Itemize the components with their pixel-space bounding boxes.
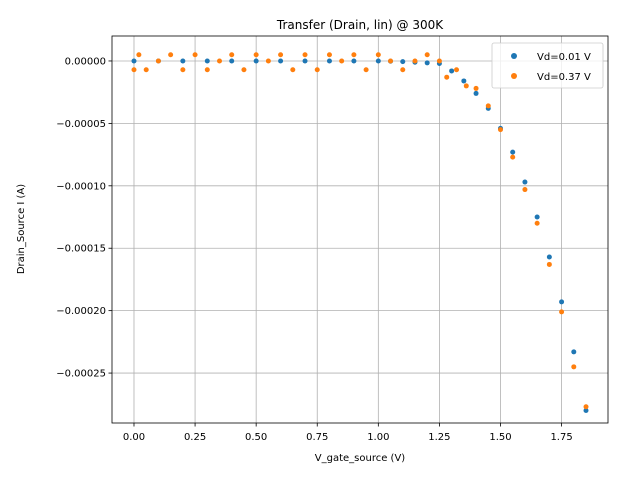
data-point xyxy=(510,154,516,160)
data-point xyxy=(326,58,332,64)
data-point xyxy=(363,67,369,73)
data-point xyxy=(412,58,418,64)
data-point xyxy=(522,179,528,185)
data-point xyxy=(534,214,540,220)
y-tick-label: −0.00005 xyxy=(56,119,106,130)
data-point xyxy=(180,67,186,73)
data-point xyxy=(375,52,381,58)
data-point xyxy=(204,58,210,64)
x-tick-label: 0.25 xyxy=(184,432,206,443)
data-point xyxy=(454,67,460,73)
data-point xyxy=(546,254,552,260)
data-point xyxy=(143,67,149,73)
data-point xyxy=(278,52,284,58)
data-point xyxy=(253,58,259,64)
y-axis-label: Drain_Source I (A) xyxy=(16,184,27,274)
legend-marker-vd-0-37 xyxy=(511,73,517,79)
data-point xyxy=(449,68,455,74)
data-point xyxy=(180,58,186,64)
data-point xyxy=(302,58,308,64)
data-point xyxy=(424,60,430,66)
data-point xyxy=(473,90,479,96)
data-point xyxy=(571,364,577,370)
legend-label-vd-0-37: Vd=0.37 V xyxy=(537,72,591,83)
data-point xyxy=(497,127,503,133)
data-point xyxy=(388,58,394,64)
legend-box xyxy=(491,42,604,89)
y-tick-label: −0.00020 xyxy=(56,306,106,317)
y-tick-label: 0.00000 xyxy=(65,56,106,67)
data-point xyxy=(241,67,247,73)
data-point xyxy=(229,58,235,64)
data-point xyxy=(583,408,589,414)
data-point xyxy=(136,52,142,58)
data-point xyxy=(583,404,589,410)
y-tick-label: −0.00015 xyxy=(56,244,106,255)
data-point xyxy=(522,187,528,193)
data-point xyxy=(278,58,284,64)
data-point xyxy=(339,58,345,64)
data-point xyxy=(204,67,210,73)
data-point xyxy=(485,103,491,109)
x-tick-label: 1.00 xyxy=(367,432,389,443)
data-point xyxy=(461,78,467,84)
data-point xyxy=(326,52,332,58)
grid xyxy=(112,36,608,423)
y-tick-label: −0.00010 xyxy=(56,181,106,192)
data-point xyxy=(546,261,552,267)
data-point xyxy=(302,52,308,58)
data-point xyxy=(463,83,469,89)
data-point xyxy=(571,349,577,355)
data-point xyxy=(400,59,406,65)
data-point xyxy=(559,299,565,305)
data-point xyxy=(351,52,357,58)
data-point xyxy=(375,58,381,64)
data-point xyxy=(265,58,271,64)
y-tick-label: −0.00025 xyxy=(56,369,106,380)
x-tick-label: 0.75 xyxy=(306,432,328,443)
legend: Vd=0.01 V Vd=0.37 V xyxy=(491,42,604,89)
data-point xyxy=(155,58,161,64)
x-tick-label: 0.50 xyxy=(245,432,267,443)
data-point xyxy=(534,220,540,226)
data-point xyxy=(290,67,296,73)
data-point xyxy=(131,58,137,64)
series-vd-0-37 xyxy=(131,52,589,410)
x-tick-label: 1.50 xyxy=(489,432,511,443)
axis-ticks: 0.00 0.25 0.50 0.75 1.00 1.25 1.50 1.75 0.00000 −… xyxy=(56,56,572,443)
data-point xyxy=(192,52,198,58)
data-series xyxy=(131,52,589,414)
data-point xyxy=(131,67,137,73)
data-point xyxy=(473,85,479,91)
legend-label-vd-0-01: Vd=0.01 V xyxy=(537,52,591,63)
series-vd-0-01 xyxy=(131,58,589,414)
x-axis-label: V_gate_source (V) xyxy=(315,453,406,464)
data-point xyxy=(400,67,406,73)
data-point xyxy=(229,52,235,58)
data-point xyxy=(351,58,357,64)
x-tick-label: 1.75 xyxy=(550,432,572,443)
data-point xyxy=(444,74,450,80)
data-point xyxy=(559,309,565,315)
data-point xyxy=(253,52,259,58)
x-tick-label: 0.00 xyxy=(123,432,145,443)
legend-marker-vd-0-01 xyxy=(511,53,517,59)
x-tick-label: 1.25 xyxy=(428,432,450,443)
data-point xyxy=(510,149,516,155)
data-point xyxy=(424,52,430,58)
data-point xyxy=(436,58,442,64)
plot-area-frame xyxy=(111,35,609,424)
chart-title: Transfer (Drain, lin) @ 300K xyxy=(276,18,444,32)
data-point xyxy=(168,52,174,58)
data-point xyxy=(217,58,223,64)
data-point xyxy=(314,67,320,73)
